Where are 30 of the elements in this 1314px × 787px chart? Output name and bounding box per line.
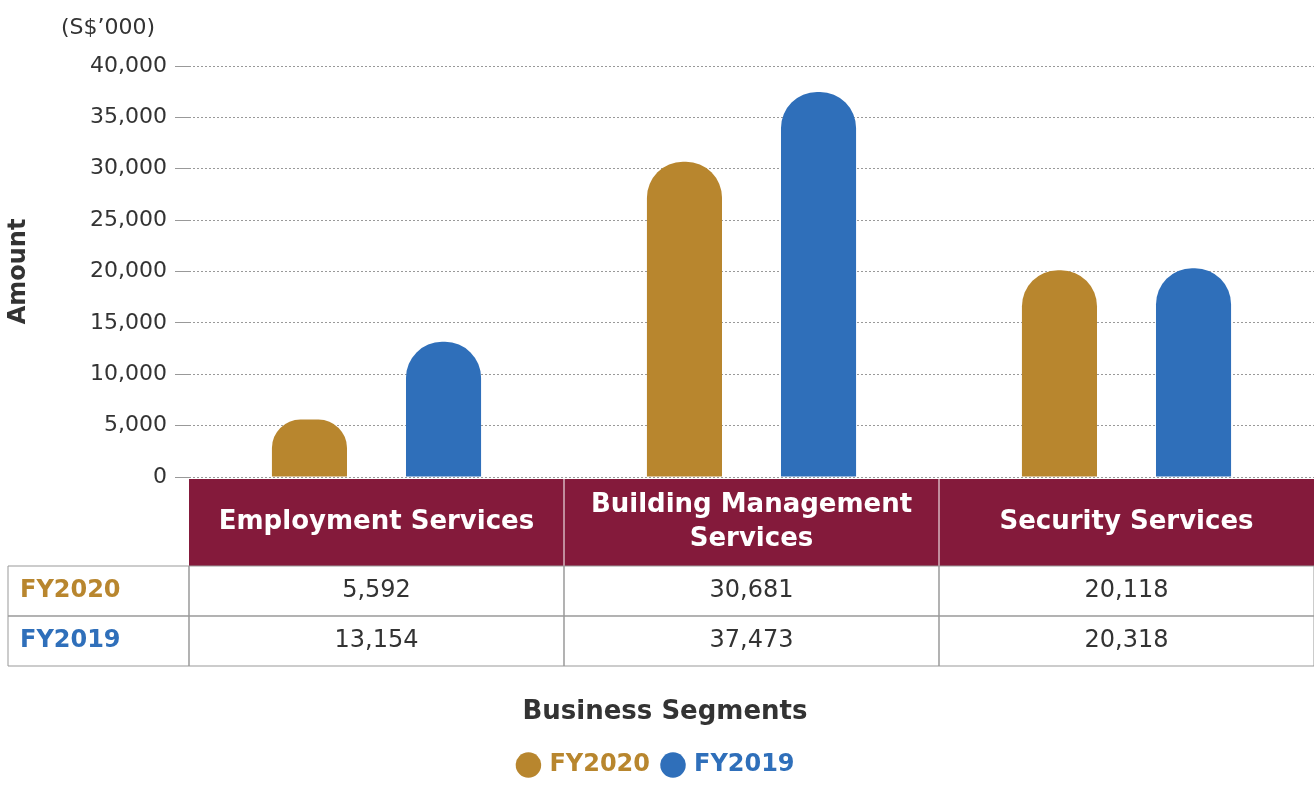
text: (S$’000)	[60, 13, 156, 39]
y-tick-label: 15,000	[90, 308, 167, 334]
bar	[1155, 268, 1232, 477]
y-tick-label: 20,000	[90, 257, 167, 283]
data-label: 20,318	[1084, 625, 1169, 654]
data-label: 37,473	[709, 625, 794, 654]
y-axis-title: Amount	[2, 218, 31, 325]
bar	[780, 91, 857, 477]
data-label: 13,154	[334, 625, 419, 654]
y-tick-label: 10,000	[90, 359, 167, 385]
bar	[646, 161, 723, 477]
bar	[1021, 270, 1098, 477]
x-tick-label: Building Management Services	[590, 488, 913, 553]
y-tick-label: 35,000	[90, 103, 167, 129]
data-label: 5,592	[342, 575, 411, 604]
y-tick-label: 40,000	[90, 51, 167, 77]
data-label: 30,681	[709, 575, 794, 604]
text: FY2020	[20, 575, 121, 604]
y-tick-label: 30,000	[90, 154, 167, 180]
text: Business Segments	[522, 694, 808, 725]
text: FY2019	[20, 625, 121, 654]
y-tick-label: 0	[153, 462, 167, 488]
x-tick-label: Security Services	[999, 505, 1254, 536]
y-tick-label: 25,000	[90, 205, 167, 231]
data-label: 20,118	[1084, 575, 1169, 604]
x-tick-label: Employment Services	[218, 505, 535, 536]
legend-label: FY2019	[694, 749, 795, 778]
legend-label: FY2020	[549, 749, 651, 778]
y-tick-label: 5,000	[104, 411, 167, 437]
bar	[405, 341, 482, 477]
